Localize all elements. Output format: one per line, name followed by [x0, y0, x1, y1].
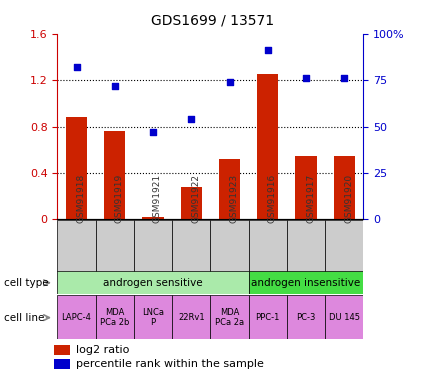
Text: GSM91919: GSM91919: [115, 174, 124, 223]
Text: GSM91916: GSM91916: [268, 174, 277, 223]
Bar: [249, 220, 287, 272]
Point: [264, 48, 271, 54]
Bar: [54, 345, 70, 355]
Bar: [104, 131, 125, 219]
Text: log2 ratio: log2 ratio: [76, 345, 130, 355]
Bar: [66, 117, 87, 219]
Bar: [172, 220, 210, 272]
Text: GSM91918: GSM91918: [76, 174, 85, 223]
Text: GDS1699 / 13571: GDS1699 / 13571: [151, 13, 274, 27]
Point: [303, 75, 309, 81]
Text: androgen insensitive: androgen insensitive: [251, 278, 361, 288]
Text: PPC-1: PPC-1: [255, 313, 280, 322]
Bar: [57, 295, 96, 339]
Bar: [287, 295, 325, 339]
Point: [188, 116, 195, 122]
Bar: [142, 217, 164, 219]
Bar: [134, 295, 172, 339]
Bar: [249, 295, 287, 339]
Bar: [249, 271, 363, 294]
Point: [226, 79, 233, 85]
Point: [150, 129, 156, 135]
Text: 22Rv1: 22Rv1: [178, 313, 204, 322]
Text: GSM91917: GSM91917: [306, 174, 315, 223]
Bar: [57, 220, 96, 272]
Bar: [325, 220, 363, 272]
Bar: [257, 74, 278, 219]
Text: GSM91920: GSM91920: [344, 174, 353, 223]
Bar: [219, 159, 240, 219]
Text: LAPC-4: LAPC-4: [62, 313, 91, 322]
Text: GSM91921: GSM91921: [153, 174, 162, 223]
Text: androgen sensitive: androgen sensitive: [103, 278, 203, 288]
Bar: [325, 295, 363, 339]
Bar: [96, 220, 134, 272]
Text: GSM91922: GSM91922: [191, 174, 200, 223]
Point: [341, 75, 348, 81]
Bar: [96, 295, 134, 339]
Point: [111, 83, 118, 89]
Bar: [57, 271, 249, 294]
Bar: [295, 156, 317, 219]
Bar: [54, 359, 70, 369]
Bar: [210, 220, 249, 272]
Text: LNCa
P: LNCa P: [142, 308, 164, 327]
Bar: [334, 156, 355, 219]
Text: PC-3: PC-3: [296, 313, 316, 322]
Bar: [181, 187, 202, 219]
Text: GSM91923: GSM91923: [230, 174, 238, 223]
Text: DU 145: DU 145: [329, 313, 360, 322]
Bar: [210, 295, 249, 339]
Text: MDA
PCa 2b: MDA PCa 2b: [100, 308, 130, 327]
Text: percentile rank within the sample: percentile rank within the sample: [76, 359, 264, 369]
Bar: [287, 220, 325, 272]
Bar: [134, 220, 172, 272]
Text: MDA
PCa 2a: MDA PCa 2a: [215, 308, 244, 327]
Text: cell line: cell line: [4, 313, 45, 322]
Bar: [172, 295, 210, 339]
Text: cell type: cell type: [4, 278, 49, 288]
Point: [73, 64, 80, 70]
